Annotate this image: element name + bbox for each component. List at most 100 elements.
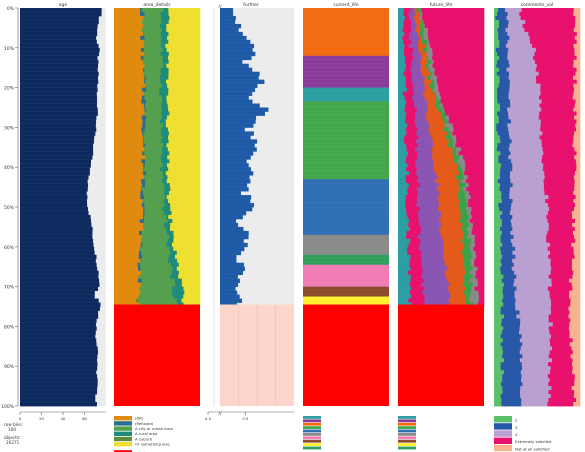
category-bar-segment [548, 382, 574, 386]
category-bar-segment [409, 12, 416, 16]
legend-swatch [114, 432, 132, 436]
category-bar-segment [445, 123, 453, 127]
category-bar-segment [494, 326, 503, 330]
category-bar-segment [572, 362, 580, 366]
category-bar-segment [145, 143, 163, 147]
category-bar-segment [140, 8, 142, 12]
category-bar-segment [544, 191, 573, 195]
category-bar-segment [494, 255, 502, 259]
category-bar-segment [423, 92, 435, 96]
category-bar-segment [471, 211, 485, 215]
category-bar-segment [142, 187, 165, 191]
category-bar-segment [550, 350, 573, 354]
category-bar-segment [432, 64, 484, 68]
category-bar-segment [143, 227, 166, 231]
category-bar-segment [166, 215, 168, 219]
category-bar-segment [114, 299, 137, 303]
category-bar-segment [495, 16, 506, 20]
category-bar-segment [421, 56, 427, 60]
category-bar-segment [169, 20, 201, 24]
category-bar-segment [446, 115, 449, 119]
category-bar-segment [429, 123, 445, 127]
category-bar-segment [448, 287, 466, 291]
category-bar-segment [169, 60, 201, 64]
category-bar-segment [162, 108, 169, 112]
category-bar-segment [568, 307, 580, 311]
category-bar-segment [162, 207, 170, 211]
category-bar-segment [417, 195, 439, 199]
legend-label: 3 [515, 425, 518, 430]
legend-swatch [398, 433, 416, 436]
category-bar-segment [419, 32, 424, 36]
category-bar-segment [575, 374, 580, 378]
category-bar-segment [574, 382, 580, 386]
category-bar-segment [468, 231, 471, 235]
category-bar-segment [440, 92, 485, 96]
category-bar-segment [508, 111, 540, 115]
category-bar-segment [468, 203, 484, 207]
category-bar-segment [453, 123, 485, 127]
category-bar-segment [398, 80, 406, 84]
category-bar-segment [422, 271, 445, 275]
category-bar-segment [426, 115, 442, 119]
category-bar-segment [173, 295, 184, 299]
category-bar-segment [114, 279, 138, 283]
category-bar-segment [161, 32, 169, 36]
category-bar-segment [421, 227, 439, 231]
category-bar-segment [501, 362, 522, 366]
category-bar-segment [425, 64, 428, 68]
category-bar-segment [502, 346, 521, 350]
category-bar-segment [430, 72, 433, 76]
category-bar-segment [515, 303, 551, 307]
category-bar-segment [420, 223, 442, 227]
category-bar-segment [515, 255, 548, 259]
category-bar-segment [427, 104, 435, 108]
category-bar-segment [413, 48, 419, 52]
category-bar-segment [494, 287, 503, 291]
category-bar-segment [536, 80, 577, 84]
category-bar-segment [114, 48, 141, 52]
category-bar-segment [545, 175, 575, 179]
category-bar-segment [422, 36, 424, 40]
category-bar-segment [573, 231, 580, 235]
category-bar-segment [522, 8, 574, 12]
category-bar-segment [503, 287, 517, 291]
category-bar-segment [514, 279, 551, 283]
row-bin-bar [20, 64, 98, 68]
category-bar-segment [398, 56, 405, 60]
category-bar-segment [398, 199, 406, 203]
category-bar-segment [504, 314, 517, 318]
legend-swatch [303, 419, 321, 422]
category-bar-segment [509, 131, 543, 135]
row-bin-bar [20, 330, 96, 334]
legend-swatch [398, 416, 416, 419]
category-bar-segment [494, 259, 501, 263]
category-bar-segment [144, 72, 161, 76]
category-bar-segment [576, 163, 580, 167]
category-bar-segment [570, 318, 580, 322]
row-bin-bar [20, 84, 97, 88]
category-bar-segment [468, 219, 470, 223]
category-bar-segment [503, 390, 521, 394]
category-bar-segment [141, 179, 145, 183]
category-bar-segment [398, 100, 406, 104]
category-bar-segment [398, 44, 405, 48]
category-bar-segment [141, 100, 146, 104]
category-bar-segment [145, 64, 164, 68]
category-bar-segment [114, 235, 142, 239]
category-bar-segment [575, 239, 580, 243]
category-bar-segment [502, 374, 522, 378]
category-bar-segment [141, 239, 168, 243]
category-bar-segment [549, 314, 569, 318]
category-bar-segment [494, 108, 500, 112]
panel-title: future_life [430, 2, 453, 8]
category-bar-segment [420, 183, 439, 187]
category-bar-segment [417, 167, 434, 171]
category-bar-segment [494, 378, 503, 382]
category-bar-segment [500, 135, 510, 139]
category-bar-segment [494, 374, 502, 378]
category-bar-segment [572, 211, 580, 215]
category-bar-segment [436, 100, 441, 104]
category-bar-segment [494, 28, 498, 32]
category-bar-segment [173, 247, 200, 251]
